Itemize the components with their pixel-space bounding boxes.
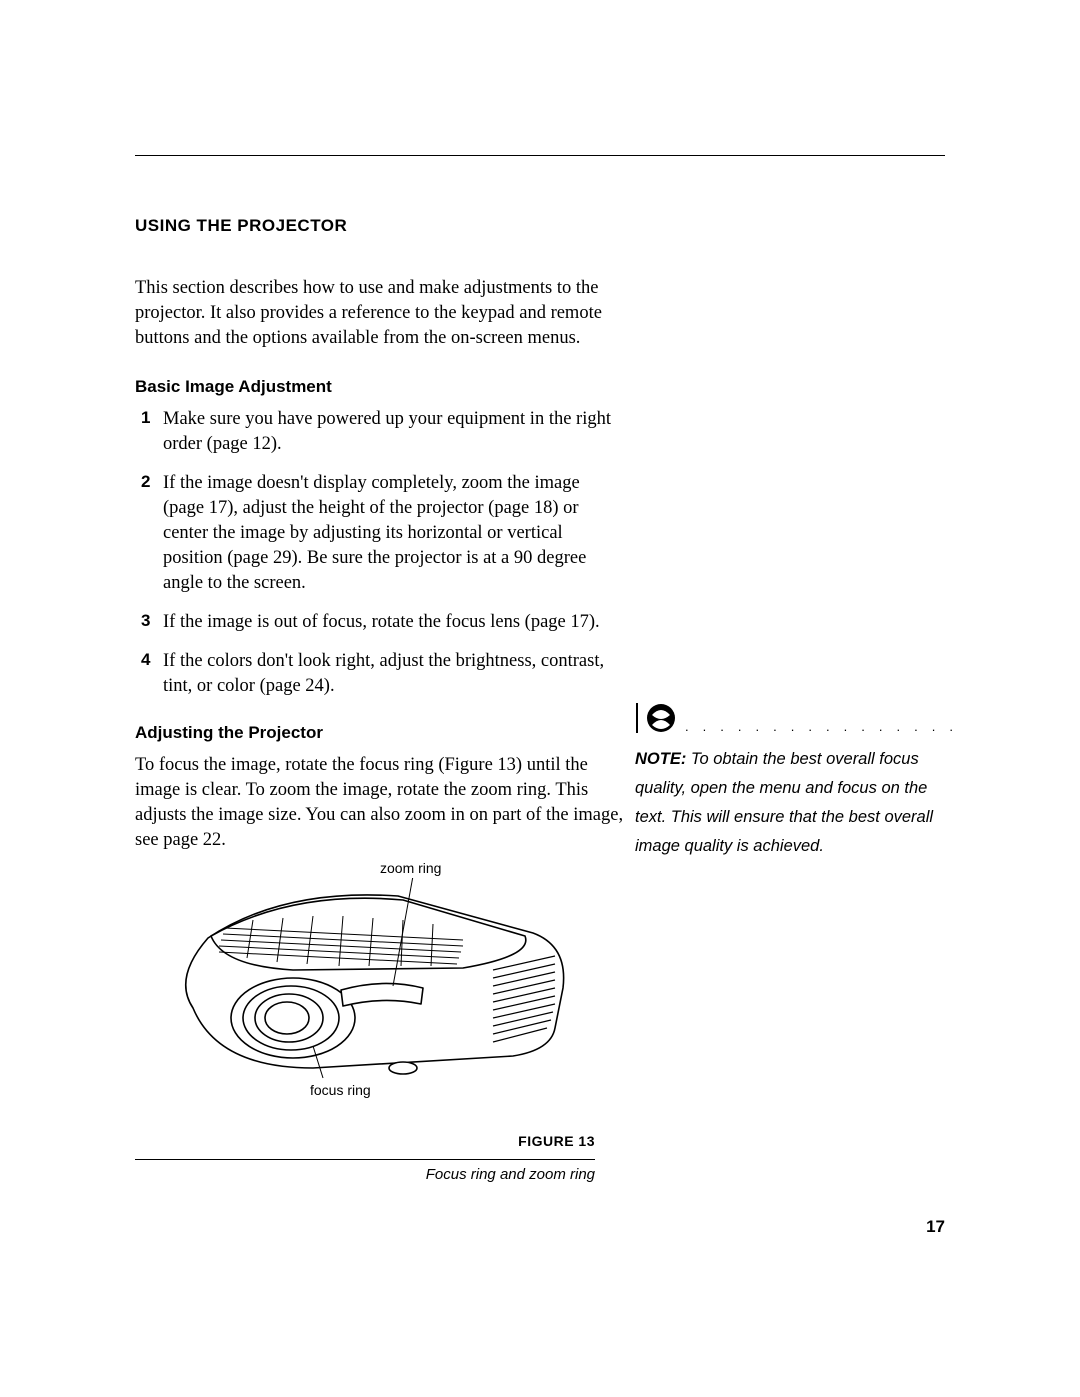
dotted-rule: . . . . . . . . . . . . . . . . . . . . … xyxy=(685,703,955,734)
figure-number: FIGURE 13 xyxy=(135,1133,595,1153)
figure-wrap: zoom ring xyxy=(135,860,595,1184)
step-item: If the colors don't look right, adjust t… xyxy=(135,649,625,699)
figure-rule xyxy=(135,1159,595,1160)
page-number: 17 xyxy=(926,1217,945,1237)
sidebar-note: . . . . . . . . . . . . . . . . . . . . … xyxy=(635,701,955,861)
section-title: USING THE PROJECTOR xyxy=(135,216,625,236)
adjust-paragraph: To focus the image, rotate the focus rin… xyxy=(135,753,625,853)
note-label: NOTE: xyxy=(635,750,686,768)
subhead-basic: Basic Image Adjustment xyxy=(135,377,625,397)
projector-illustration xyxy=(163,878,593,1098)
zoom-ring-label: zoom ring xyxy=(380,860,441,876)
focus-ring-label: focus ring xyxy=(310,1082,371,1098)
document-page: USING THE PROJECTOR This section describ… xyxy=(135,155,945,1184)
main-column: USING THE PROJECTOR This section describ… xyxy=(135,216,625,1184)
note-icon-row: . . . . . . . . . . . . . . . . . . . . … xyxy=(635,701,955,735)
subhead-adjust: Adjusting the Projector xyxy=(135,723,625,743)
figure-caption: Focus ring and zoom ring xyxy=(426,1166,595,1183)
steps-list: Make sure you have powered up your equip… xyxy=(135,407,625,699)
top-rule xyxy=(135,155,945,156)
figure-caption-block: FIGURE 13 Focus ring and zoom ring xyxy=(135,1133,595,1184)
step-item: If the image doesn't display completely,… xyxy=(135,471,625,596)
step-item: If the image is out of focus, rotate the… xyxy=(135,610,625,635)
intro-paragraph: This section describes how to use and ma… xyxy=(135,276,625,351)
step-item: Make sure you have powered up your equip… xyxy=(135,407,625,457)
note-text: NOTE: To obtain the best overall focus q… xyxy=(635,745,955,861)
note-icon xyxy=(635,701,679,735)
